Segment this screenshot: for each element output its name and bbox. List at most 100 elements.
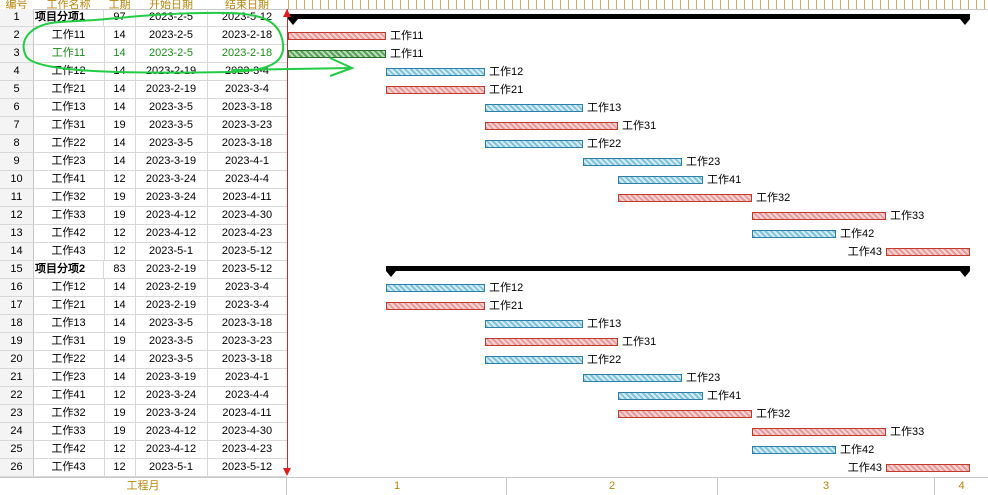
task-start-date[interactable]: 2023-3-24 <box>135 387 208 404</box>
task-end-date[interactable]: 2023-3-4 <box>224 299 270 311</box>
task-end-date[interactable]: 2023-5-12 <box>221 245 273 257</box>
task-bar[interactable] <box>386 302 485 310</box>
row-number[interactable]: 14 <box>0 243 34 260</box>
task-name[interactable]: 工作32 <box>33 405 105 422</box>
task-duration[interactable]: 14 <box>104 45 136 62</box>
task-end-date[interactable]: 2023-3-23 <box>221 335 273 347</box>
summary-bar[interactable] <box>386 266 970 271</box>
task-duration[interactable]: 12 <box>104 243 136 260</box>
task-start-date[interactable]: 2023-3-5 <box>135 99 208 116</box>
table-row[interactable]: 18 工作13 14 2023-3-5 2023-3-18 <box>0 315 287 333</box>
task-bar[interactable] <box>485 338 618 346</box>
task-duration[interactable]: 14 <box>104 135 136 152</box>
task-start-date[interactable]: 2023-4-12 <box>135 225 208 242</box>
header-no[interactable]: 编号 <box>5 0 28 10</box>
task-end-date[interactable]: 2023-5-12 <box>221 263 273 275</box>
task-duration[interactable]: 12 <box>104 171 136 188</box>
row-number[interactable]: 13 <box>0 225 34 242</box>
row-number[interactable]: 2 <box>0 27 34 44</box>
row-number[interactable]: 5 <box>0 81 34 98</box>
task-name[interactable]: 工作33 <box>33 207 105 224</box>
task-duration[interactable]: 19 <box>104 207 136 224</box>
task-name[interactable]: 工作43 <box>33 459 105 476</box>
task-start-date[interactable]: 2023-3-24 <box>135 171 208 188</box>
row-number[interactable]: 6 <box>0 99 34 116</box>
task-end-date[interactable]: 2023-3-18 <box>221 353 273 365</box>
task-duration[interactable]: 14 <box>104 297 136 314</box>
table-row[interactable]: 5 工作21 14 2023-2-19 2023-3-4 <box>0 81 287 99</box>
task-duration[interactable]: 14 <box>104 153 136 170</box>
task-name[interactable]: 工作21 <box>33 297 105 314</box>
row-number[interactable]: 3 <box>0 45 34 62</box>
row-number[interactable]: 25 <box>0 441 34 458</box>
task-bar[interactable] <box>752 446 836 454</box>
row-number[interactable]: 12 <box>0 207 34 224</box>
table-row[interactable]: 20 工作22 14 2023-3-5 2023-3-18 <box>0 351 287 369</box>
group-row[interactable]: 1 项目分项1 97 2023-2-5 2023-5-12 <box>0 9 287 27</box>
task-bar[interactable] <box>288 32 386 40</box>
table-row[interactable]: 26 工作43 12 2023-5-1 2023-5-12 <box>0 459 287 477</box>
task-duration[interactable]: 14 <box>104 81 136 98</box>
task-duration[interactable]: 14 <box>104 99 136 116</box>
task-start-date[interactable]: 2023-2-19 <box>135 81 208 98</box>
task-bar[interactable] <box>752 212 886 220</box>
task-start-date[interactable]: 2023-3-5 <box>135 351 208 368</box>
task-end-date[interactable]: 2023-3-18 <box>221 137 273 149</box>
task-name[interactable]: 工作13 <box>33 315 105 332</box>
task-bar[interactable] <box>618 194 752 202</box>
task-start-date[interactable]: 2023-2-19 <box>135 279 208 296</box>
table-row[interactable]: 23 工作32 19 2023-3-24 2023-4-11 <box>0 405 287 423</box>
task-start-date[interactable]: 2023-3-24 <box>135 189 208 206</box>
task-name[interactable]: 工作41 <box>33 387 105 404</box>
table-row[interactable]: 24 工作33 19 2023-4-12 2023-4-30 <box>0 423 287 441</box>
task-start-date[interactable]: 2023-4-12 <box>135 441 208 458</box>
row-number[interactable]: 21 <box>0 369 34 386</box>
task-duration[interactable]: 12 <box>104 387 136 404</box>
task-duration[interactable]: 19 <box>104 405 136 422</box>
row-number[interactable]: 1 <box>0 9 34 26</box>
task-start-date[interactable]: 2023-5-1 <box>135 243 208 260</box>
header-name[interactable]: 工作名称 <box>46 0 91 10</box>
task-start-date[interactable]: 2023-3-5 <box>135 135 208 152</box>
row-number[interactable]: 20 <box>0 351 34 368</box>
table-row[interactable]: 21 工作23 14 2023-3-19 2023-4-1 <box>0 369 287 387</box>
task-end-date[interactable]: 2023-4-23 <box>221 227 273 239</box>
row-number[interactable]: 16 <box>0 279 34 296</box>
task-duration[interactable]: 12 <box>104 441 136 458</box>
task-duration[interactable]: 19 <box>104 189 136 206</box>
header-duration[interactable]: 工期 <box>108 0 131 10</box>
task-name[interactable]: 工作12 <box>33 63 105 80</box>
task-bar[interactable] <box>288 50 386 58</box>
table-row[interactable]: 8 工作22 14 2023-3-5 2023-3-18 <box>0 135 287 153</box>
task-end-date[interactable]: 2023-3-4 <box>224 281 270 293</box>
task-duration[interactable]: 19 <box>104 423 136 440</box>
task-duration[interactable]: 14 <box>104 27 136 44</box>
task-bar[interactable] <box>386 86 485 94</box>
task-bar[interactable] <box>752 230 836 238</box>
table-row[interactable]: 12 工作33 19 2023-4-12 2023-4-30 <box>0 207 287 225</box>
row-number[interactable]: 15 <box>0 261 34 278</box>
table-row[interactable]: 16 工作12 14 2023-2-19 2023-3-4 <box>0 279 287 297</box>
task-name[interactable]: 工作11 <box>33 45 105 62</box>
task-name[interactable]: 工作13 <box>33 99 105 116</box>
group-row[interactable]: 15 项目分项2 83 2023-2-19 2023-5-12 <box>0 261 287 279</box>
table-row[interactable]: 25 工作42 12 2023-4-12 2023-4-23 <box>0 441 287 459</box>
task-start-date[interactable]: 2023-3-19 <box>135 153 208 170</box>
task-end-date[interactable]: 2023-3-4 <box>224 83 270 95</box>
task-bar[interactable] <box>886 248 970 256</box>
task-start-date[interactable]: 2023-2-5 <box>135 45 208 62</box>
task-duration[interactable]: 97 <box>104 9 136 26</box>
row-number[interactable]: 8 <box>0 135 34 152</box>
task-end-date[interactable]: 2023-4-30 <box>221 425 273 437</box>
task-end-date[interactable]: 2023-3-4 <box>224 65 270 77</box>
task-name[interactable]: 工作31 <box>33 333 105 350</box>
task-start-date[interactable]: 2023-3-5 <box>135 315 208 332</box>
row-number[interactable]: 22 <box>0 387 34 404</box>
task-end-date[interactable]: 2023-4-1 <box>224 371 270 383</box>
row-number[interactable]: 10 <box>0 171 34 188</box>
row-number[interactable]: 7 <box>0 117 34 134</box>
row-number[interactable]: 9 <box>0 153 34 170</box>
row-number[interactable]: 23 <box>0 405 34 422</box>
task-duration[interactable]: 12 <box>104 459 136 476</box>
task-start-date[interactable]: 2023-3-19 <box>135 369 208 386</box>
